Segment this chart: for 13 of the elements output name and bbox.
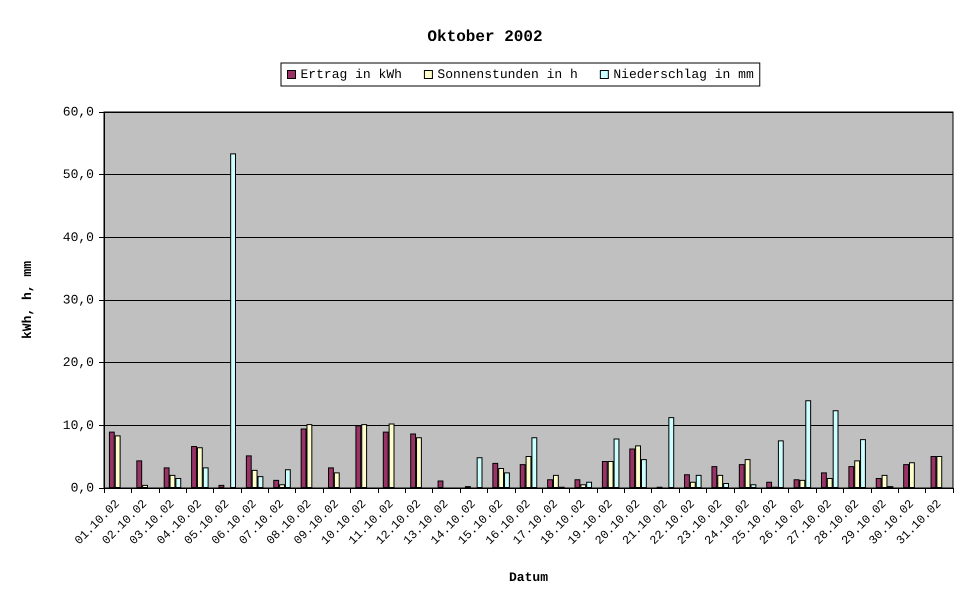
y-tick-label: 10,0	[62, 418, 94, 433]
y-tick-label: 30,0	[62, 292, 94, 308]
legend-label: Sonnenstunden in h	[437, 67, 578, 82]
y-tick-label: 20,0	[62, 355, 94, 370]
y-tick-label: 60,0	[62, 104, 94, 120]
y-tick-label: 0,0	[70, 480, 94, 496]
legend-label: Ertrag in kWh	[300, 67, 402, 82]
chart-title: Oktober 2002	[427, 28, 543, 46]
x-axis-title: Datum	[508, 570, 548, 585]
y-tick-label: 50,0	[62, 167, 94, 182]
y-tick-label: 40,0	[62, 230, 94, 245]
y-axis-title: kWh, h, mm	[20, 260, 35, 340]
legend-label: Niederschlag in mm	[613, 67, 754, 82]
